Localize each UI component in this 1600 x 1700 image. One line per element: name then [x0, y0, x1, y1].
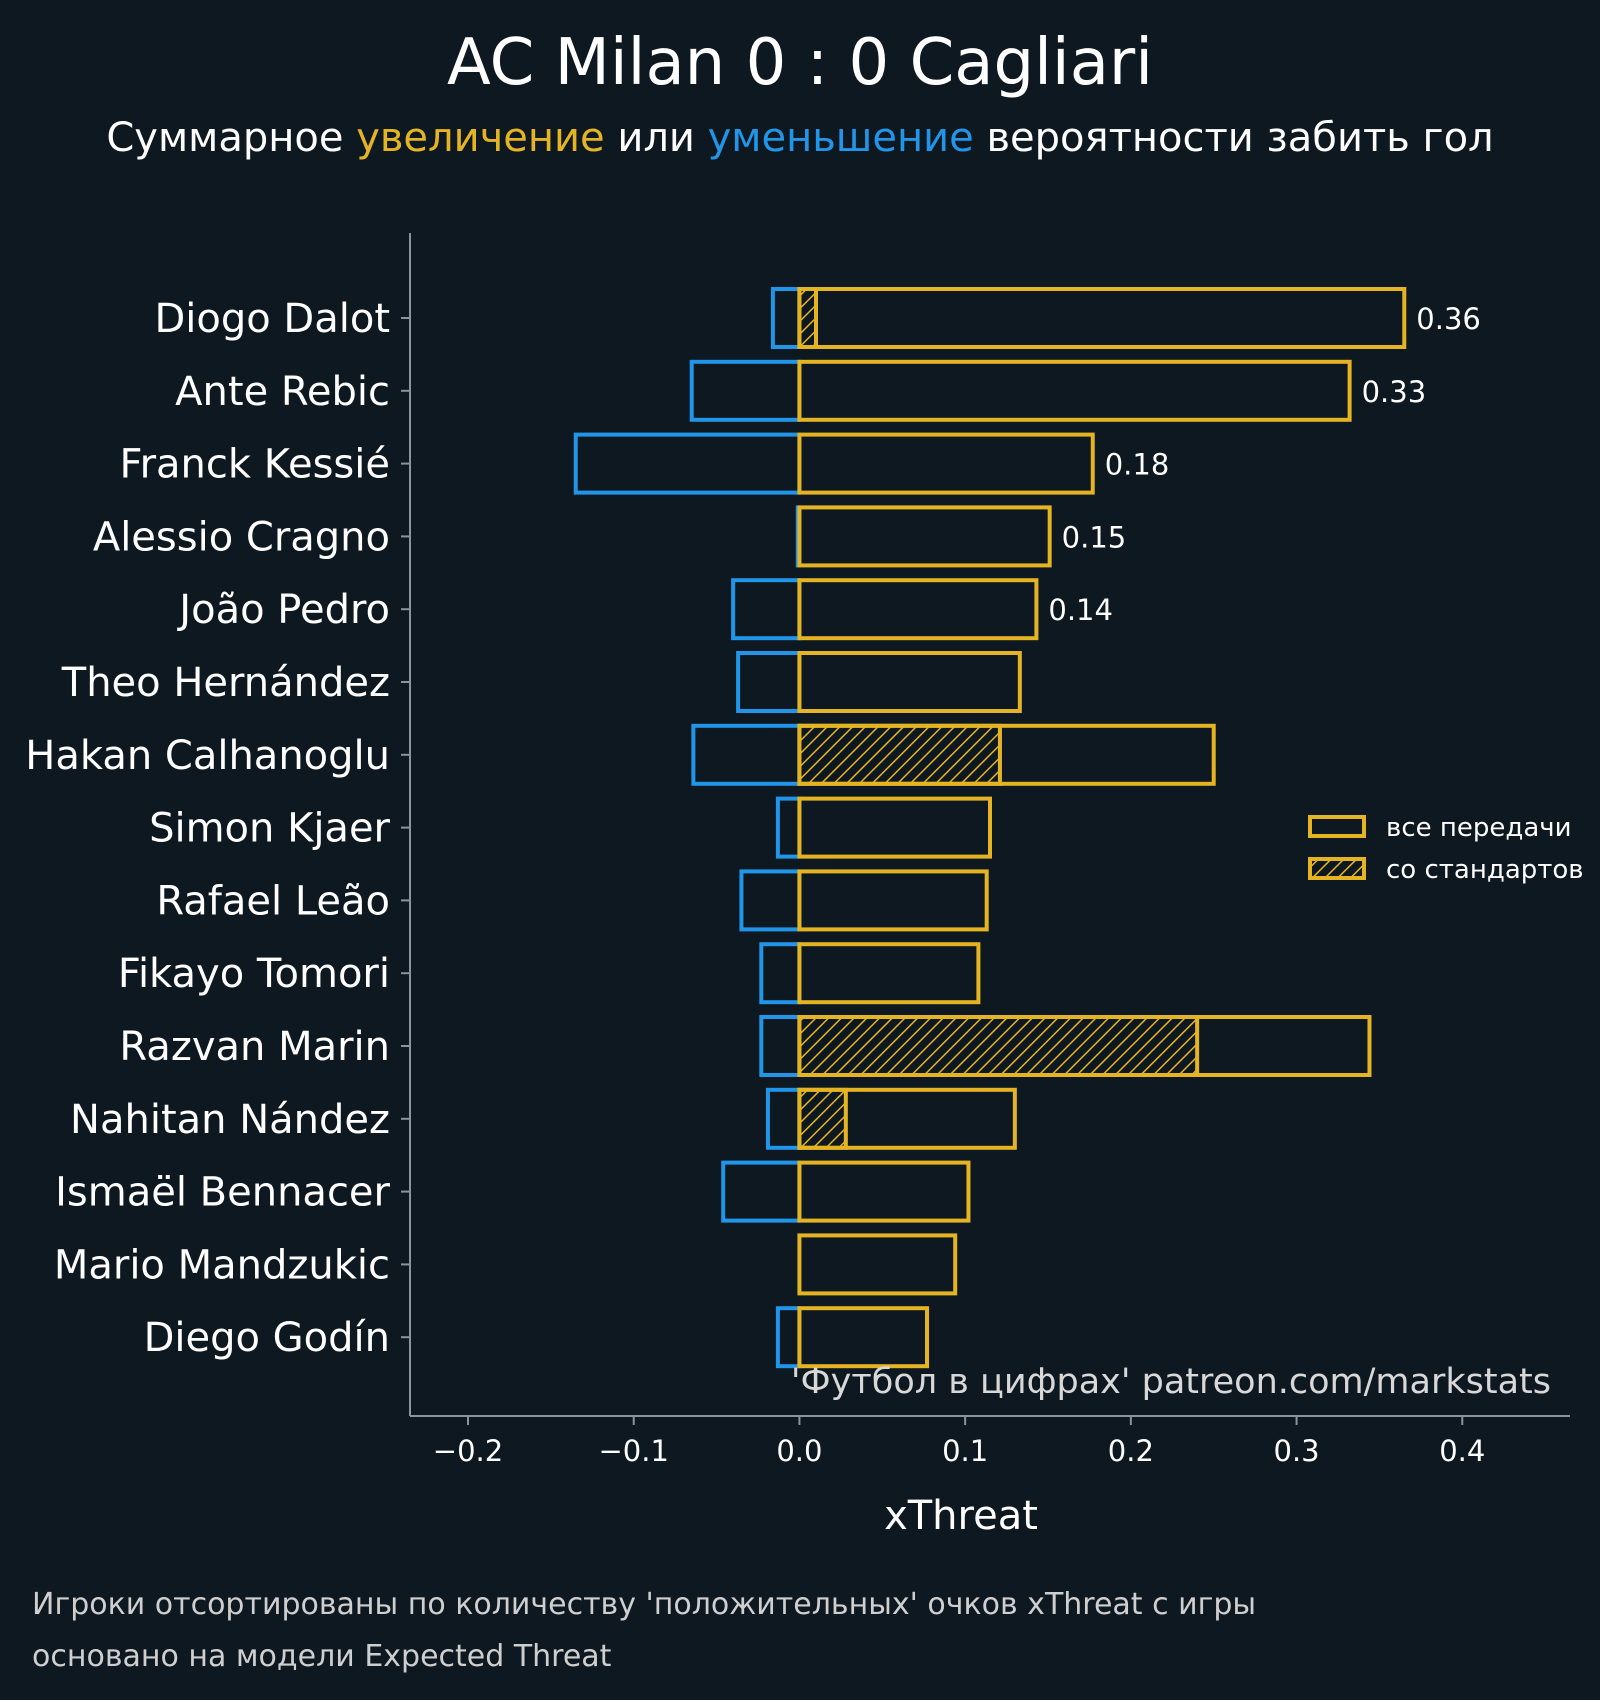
negative-bar — [691, 723, 802, 786]
positive-bar — [797, 287, 1407, 349]
subtitle-part3: вероятности забить гол — [974, 115, 1494, 161]
subtitle-negative-word: уменьшение — [708, 115, 974, 161]
chart-title: AC Milan 0 : 0 Cagliari — [447, 26, 1153, 100]
positive-bar — [797, 1306, 930, 1369]
negative-bar — [759, 942, 802, 1005]
x-tick-label: 0.3 — [1274, 1434, 1320, 1468]
data-label: 0.15 — [1062, 520, 1127, 554]
data-label: 0.14 — [1048, 593, 1113, 627]
negative-bar — [759, 1015, 802, 1077]
positive-bar — [797, 1015, 1372, 1077]
player-label: Simon Kjaer — [149, 806, 390, 852]
negative-bar — [736, 651, 802, 713]
negative-bar — [573, 432, 802, 495]
negative-bar — [731, 578, 802, 641]
positive-bar — [797, 651, 1022, 713]
legend: все передачи со стандартов — [1308, 813, 1584, 885]
set-piece-bar — [797, 723, 1002, 786]
player-label: Razvan Marin — [119, 1024, 390, 1070]
positive-bar — [797, 505, 1052, 568]
x-tick-label: −0.1 — [599, 1434, 669, 1468]
chart-subtitle: Суммарное увеличение или уменьшение веро… — [106, 115, 1493, 161]
data-label: 0.33 — [1362, 375, 1427, 409]
watermark: 'Футбол в цифрах' patreon.com/markstats — [791, 1362, 1551, 1402]
player-label: Fikayo Tomori — [118, 951, 390, 997]
player-label: Diogo Dalot — [154, 296, 390, 342]
subtitle-part2: или — [605, 115, 708, 161]
x-tick-label: −0.2 — [433, 1434, 503, 1468]
positive-bar — [797, 942, 981, 1005]
player-label: Ismaël Bennacer — [55, 1170, 390, 1216]
subtitle-part1: Суммарное — [106, 115, 356, 161]
legend-label-set-pieces: со стандартов — [1386, 855, 1584, 885]
data-label: 0.36 — [1416, 302, 1481, 336]
player-label: Franck Kessié — [119, 442, 390, 488]
player-label: Rafael Leão — [156, 878, 390, 924]
data-label: 0.18 — [1105, 448, 1170, 482]
positive-bar — [797, 796, 993, 859]
player-label: Alessio Cragno — [93, 514, 390, 560]
player-label: Nahitan Nández — [70, 1097, 390, 1143]
positive-bar — [797, 869, 989, 932]
legend-swatch-all-passes — [1308, 815, 1366, 838]
legend-label-all-passes: все передачи — [1386, 813, 1572, 843]
player-label: Ante Rebic — [175, 369, 390, 415]
footnote-line-1: Игроки отсортированы по количеству 'поло… — [32, 1587, 1256, 1622]
positive-bar — [797, 359, 1352, 422]
positive-bar — [797, 432, 1095, 495]
positive-bar — [797, 1233, 958, 1296]
set-piece-bar — [797, 1087, 848, 1150]
x-tick-label: 0.2 — [1108, 1434, 1154, 1468]
positive-bar — [797, 1160, 971, 1223]
negative-bar — [739, 869, 802, 932]
negative-bar — [770, 287, 802, 349]
x-tick-label: 0.0 — [776, 1434, 822, 1468]
positive-bar — [797, 578, 1039, 641]
set-piece-bar — [797, 1015, 1200, 1077]
negative-bar — [775, 796, 802, 859]
subtitle-positive-word: увеличение — [356, 115, 604, 161]
footnote-line-2: основано на модели Expected Threat — [32, 1639, 612, 1674]
player-label: Mario Mandzukic — [54, 1242, 390, 1288]
x-axis-title: xThreat — [884, 1493, 1038, 1539]
player-label: João Pedro — [176, 587, 390, 633]
player-label: Diego Godín — [144, 1315, 390, 1361]
negative-bar — [721, 1160, 802, 1223]
x-tick-label: 0.1 — [942, 1434, 988, 1468]
set-piece-bar — [797, 287, 819, 349]
negative-bar — [765, 1087, 802, 1150]
x-tick-label: 0.4 — [1439, 1434, 1485, 1468]
positive-bar — [797, 723, 1216, 786]
legend-swatch-set-pieces — [1308, 857, 1366, 880]
player-label: Hakan Calhanoglu — [25, 733, 390, 779]
plot-area: −0.2 −0.1 0.0 0.1 0.2 0.3 0.4 Diogo Dalot Ante R… — [25, 233, 1570, 1468]
player-label: Theo Hernández — [61, 660, 390, 706]
negative-bar — [775, 1306, 802, 1369]
negative-bar — [689, 359, 802, 422]
positive-bar — [797, 1087, 1017, 1150]
